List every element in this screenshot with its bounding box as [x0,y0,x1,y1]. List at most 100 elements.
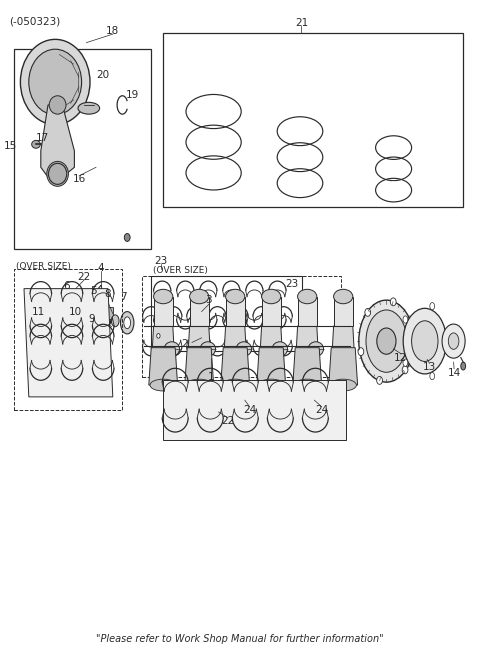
Polygon shape [151,326,175,369]
Polygon shape [41,105,74,177]
Ellipse shape [448,333,459,349]
Ellipse shape [294,379,321,391]
Polygon shape [185,348,214,385]
Ellipse shape [236,342,252,356]
Ellipse shape [366,310,407,373]
Polygon shape [163,380,346,440]
Ellipse shape [120,312,134,334]
Text: 20: 20 [96,70,110,81]
Text: 23: 23 [285,279,299,289]
Ellipse shape [334,289,353,304]
Ellipse shape [21,39,90,125]
Text: 8: 8 [105,289,111,299]
Bar [142,276,341,377]
Ellipse shape [365,308,371,316]
Ellipse shape [298,289,317,304]
Ellipse shape [272,342,288,356]
Ellipse shape [49,96,66,114]
Ellipse shape [390,298,396,306]
Polygon shape [334,297,353,326]
Ellipse shape [154,289,173,304]
Text: 17: 17 [36,133,49,143]
Ellipse shape [222,379,249,391]
Polygon shape [187,326,211,369]
Text: 21: 21 [295,18,308,28]
Ellipse shape [403,359,408,366]
Ellipse shape [308,342,324,356]
Ellipse shape [186,379,212,391]
Polygon shape [259,326,283,369]
Text: 16: 16 [72,174,86,184]
Text: 18: 18 [106,26,120,36]
Ellipse shape [377,377,383,384]
Ellipse shape [28,321,35,335]
Polygon shape [331,326,355,369]
Ellipse shape [262,289,281,304]
Ellipse shape [164,342,180,356]
Ellipse shape [226,289,245,304]
Text: 3: 3 [205,295,212,306]
Bar [14,269,122,410]
Ellipse shape [403,316,408,323]
Polygon shape [329,348,358,385]
Text: 14: 14 [447,367,461,378]
Ellipse shape [258,379,284,391]
Ellipse shape [402,366,408,374]
Text: 24: 24 [243,405,256,415]
Ellipse shape [93,324,99,332]
Text: "Please refer to Work Shop Manual for further information": "Please refer to Work Shop Manual for fu… [96,634,384,644]
Polygon shape [298,297,317,326]
Text: 13: 13 [423,362,436,373]
Polygon shape [154,297,173,326]
Text: 7: 7 [120,292,127,302]
Polygon shape [226,297,245,326]
Ellipse shape [89,319,103,337]
Ellipse shape [403,308,446,374]
Polygon shape [257,348,286,385]
Ellipse shape [150,379,177,391]
Ellipse shape [95,310,107,326]
Polygon shape [149,348,178,385]
Polygon shape [262,297,281,326]
Ellipse shape [430,302,434,310]
Ellipse shape [442,324,465,358]
Bar [107,307,113,319]
Ellipse shape [156,333,160,338]
Bar [163,33,463,207]
Ellipse shape [190,289,209,304]
Ellipse shape [377,328,396,354]
Text: 9: 9 [88,314,95,324]
Ellipse shape [358,348,364,356]
Polygon shape [295,326,319,369]
Ellipse shape [55,321,70,342]
Polygon shape [223,326,247,369]
Ellipse shape [200,342,216,356]
Text: 15: 15 [4,140,17,151]
Ellipse shape [32,140,40,148]
Ellipse shape [111,315,119,327]
Ellipse shape [124,317,131,329]
Text: (-050323): (-050323) [10,16,61,26]
Polygon shape [221,348,250,385]
Bar [14,49,151,249]
Ellipse shape [47,161,68,186]
Polygon shape [190,297,209,326]
Text: 1: 1 [208,372,215,382]
Polygon shape [293,348,322,385]
Text: 12: 12 [394,352,408,363]
Ellipse shape [330,379,356,391]
Text: 23: 23 [154,256,168,266]
Ellipse shape [33,290,92,373]
Text: 22: 22 [221,416,235,426]
Ellipse shape [91,304,111,332]
Text: 4: 4 [97,262,104,273]
Text: 10: 10 [69,307,82,318]
Text: 19: 19 [125,90,139,100]
Text: 11: 11 [32,307,45,318]
Bar [151,276,302,351]
Ellipse shape [409,327,415,335]
Text: 5: 5 [90,285,97,296]
Ellipse shape [47,310,78,353]
Text: 6: 6 [63,281,70,291]
Ellipse shape [40,300,85,362]
